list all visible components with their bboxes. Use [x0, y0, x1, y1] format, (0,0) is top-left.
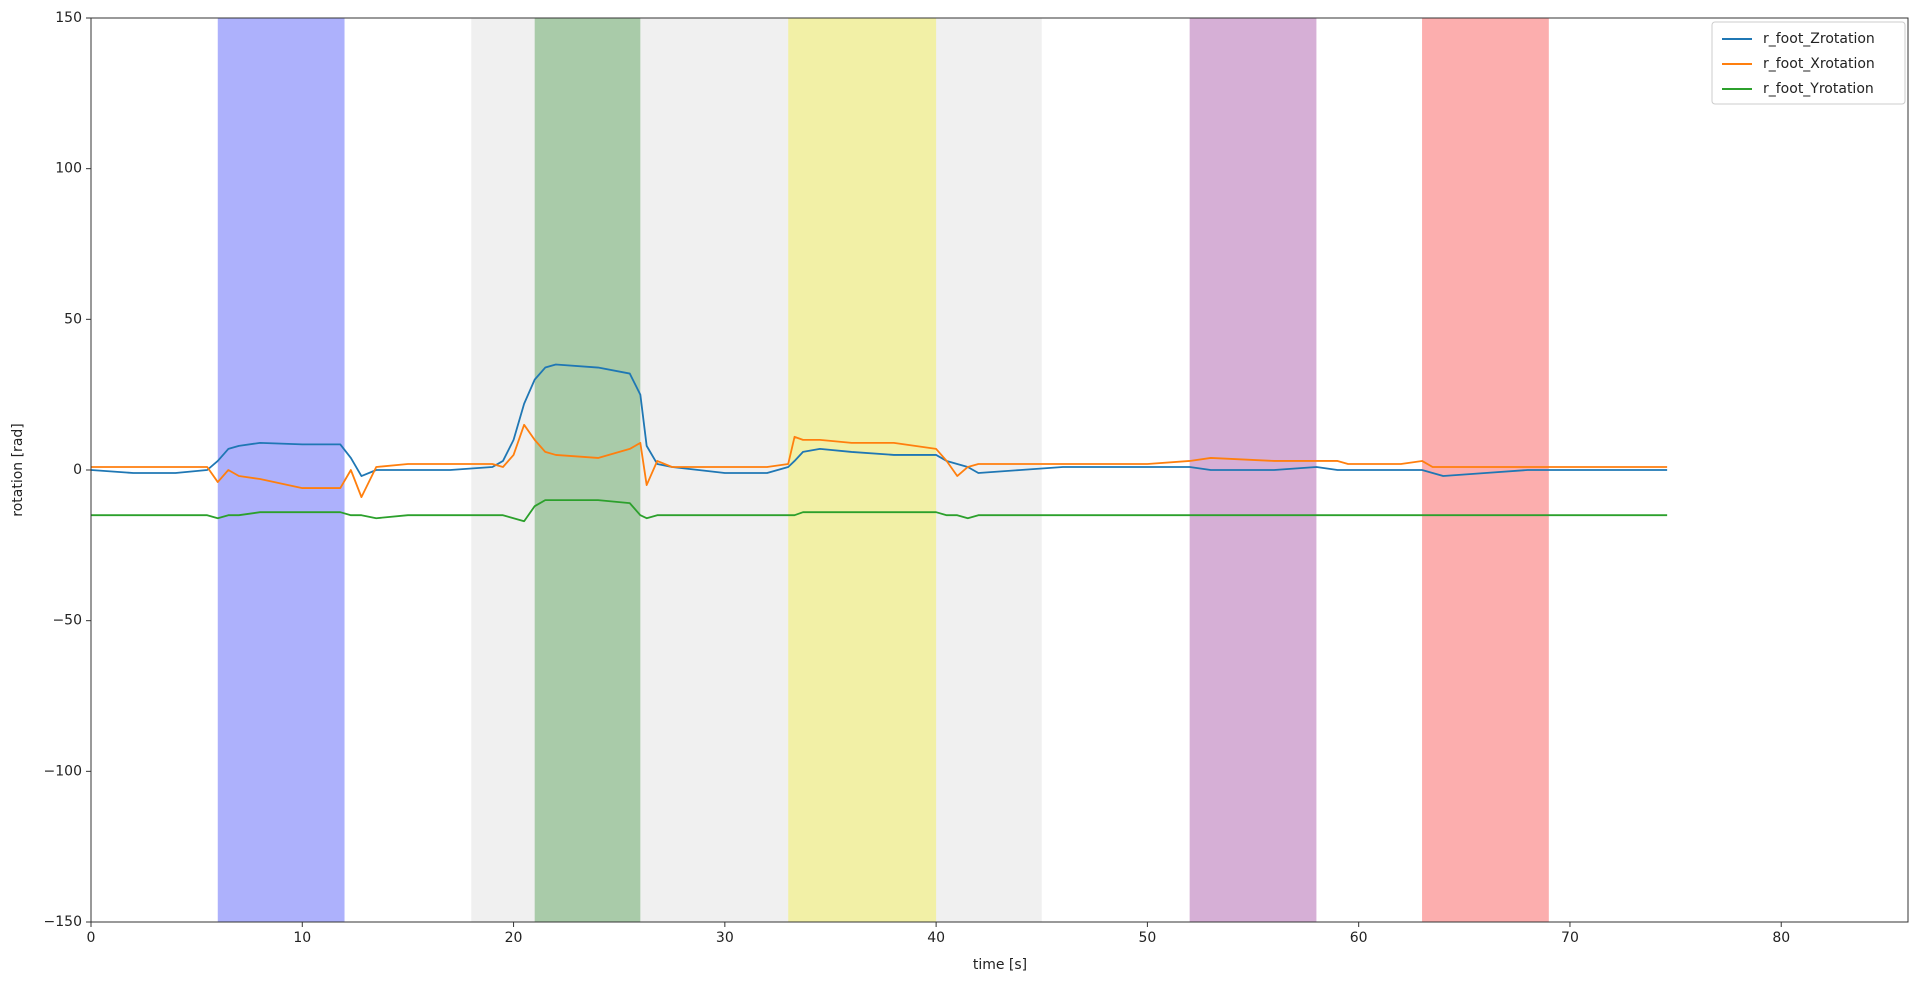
- shaded-span: [534, 18, 641, 922]
- legend-label: r_foot_Zrotation: [1763, 31, 1875, 47]
- x-tick-label: 10: [293, 930, 311, 946]
- shaded-span: [788, 18, 937, 922]
- y-tick-label: 150: [55, 10, 82, 26]
- legend-label: r_foot_Yrotation: [1763, 81, 1874, 97]
- shaded-span: [217, 18, 345, 922]
- y-tick-label: 100: [55, 161, 82, 177]
- y-tick-label: 50: [64, 311, 82, 327]
- y-tick-label: −50: [52, 613, 82, 629]
- x-tick-label: 0: [87, 930, 96, 946]
- x-axis-label: time [s]: [973, 957, 1027, 973]
- x-tick-label: 30: [716, 930, 734, 946]
- y-axis-label: rotation [rad]: [10, 423, 26, 517]
- y-tick-label: −100: [44, 763, 82, 779]
- x-tick-label: 80: [1772, 930, 1790, 946]
- series-line: [91, 423, 1668, 499]
- x-tick-label: 70: [1561, 930, 1579, 946]
- y-tick-label: −150: [44, 914, 82, 930]
- series-line: [90, 363, 1668, 477]
- x-tick-label: 20: [505, 930, 523, 946]
- legend-label: r_foot_Xrotation: [1763, 56, 1875, 72]
- x-tick-label: 50: [1138, 930, 1156, 946]
- series-line: [91, 499, 1668, 523]
- legend-box: [1711, 21, 1906, 105]
- line-layer: [90, 363, 1668, 523]
- x-tick-label: 40: [927, 930, 945, 946]
- x-tick-label: 60: [1350, 930, 1368, 946]
- y-tick-label: 0: [73, 462, 82, 478]
